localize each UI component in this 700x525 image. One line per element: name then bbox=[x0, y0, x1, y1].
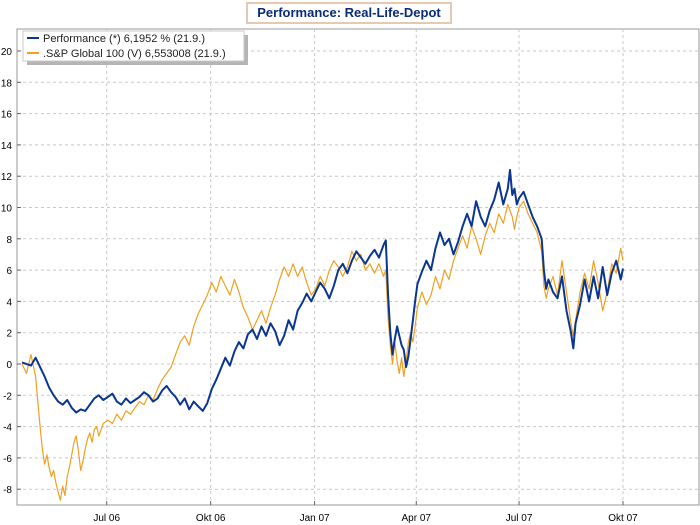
y-tick-label: 8 bbox=[6, 235, 12, 246]
y-tick-label: 4 bbox=[6, 297, 12, 308]
y-tick-label: 18 bbox=[1, 78, 13, 89]
legend-box bbox=[22, 30, 245, 62]
y-tick-label: -8 bbox=[3, 485, 12, 496]
x-tick-label: Jan 07 bbox=[300, 513, 330, 524]
y-tick-label: 16 bbox=[1, 110, 13, 121]
legend: Performance (*) 6,1952 % (21.9.) .S&P Gl… bbox=[22, 30, 248, 65]
series-line-sp-global-100 bbox=[21, 200, 624, 501]
y-tick-label: 14 bbox=[1, 141, 13, 152]
y-tick-label: 20 bbox=[1, 47, 13, 58]
y-tick-label: -6 bbox=[3, 454, 12, 465]
y-tick-label: 0 bbox=[6, 360, 12, 371]
x-tick-label: Jul 07 bbox=[506, 513, 533, 524]
y-axis: -8 -6 -4 -2 0 2 4 6 8 10 12 14 16 18 20 bbox=[1, 47, 21, 496]
y-tick-label: 12 bbox=[1, 172, 13, 183]
legend-entry-sp-global-100: .S&P Global 100 (V) 6,553008 (21.9.) bbox=[43, 48, 226, 60]
plot-area bbox=[16, 28, 700, 506]
y-tick-label: 6 bbox=[6, 266, 12, 277]
grid-lines bbox=[17, 29, 699, 505]
x-axis: Jul 06 Okt 06 Jan 07 Apr 07 Jul 07 Okt 07 bbox=[93, 501, 638, 524]
y-tick-label: -2 bbox=[3, 391, 12, 402]
x-tick-label: Okt 07 bbox=[608, 513, 638, 524]
y-tick-label: -4 bbox=[3, 423, 12, 434]
x-tick-label: Jul 06 bbox=[93, 513, 120, 524]
y-tick-label: 10 bbox=[1, 204, 13, 215]
series-line-performance bbox=[21, 168, 624, 414]
y-tick-label: 2 bbox=[6, 329, 12, 340]
series-lines bbox=[21, 168, 624, 501]
x-tick-label: Apr 07 bbox=[402, 513, 432, 524]
chart-title: Performance: Real-Life-Depot bbox=[246, 2, 452, 24]
legend-entry-performance: Performance (*) 6,1952 % (21.9.) bbox=[43, 33, 205, 45]
x-tick-label: Okt 06 bbox=[196, 513, 226, 524]
